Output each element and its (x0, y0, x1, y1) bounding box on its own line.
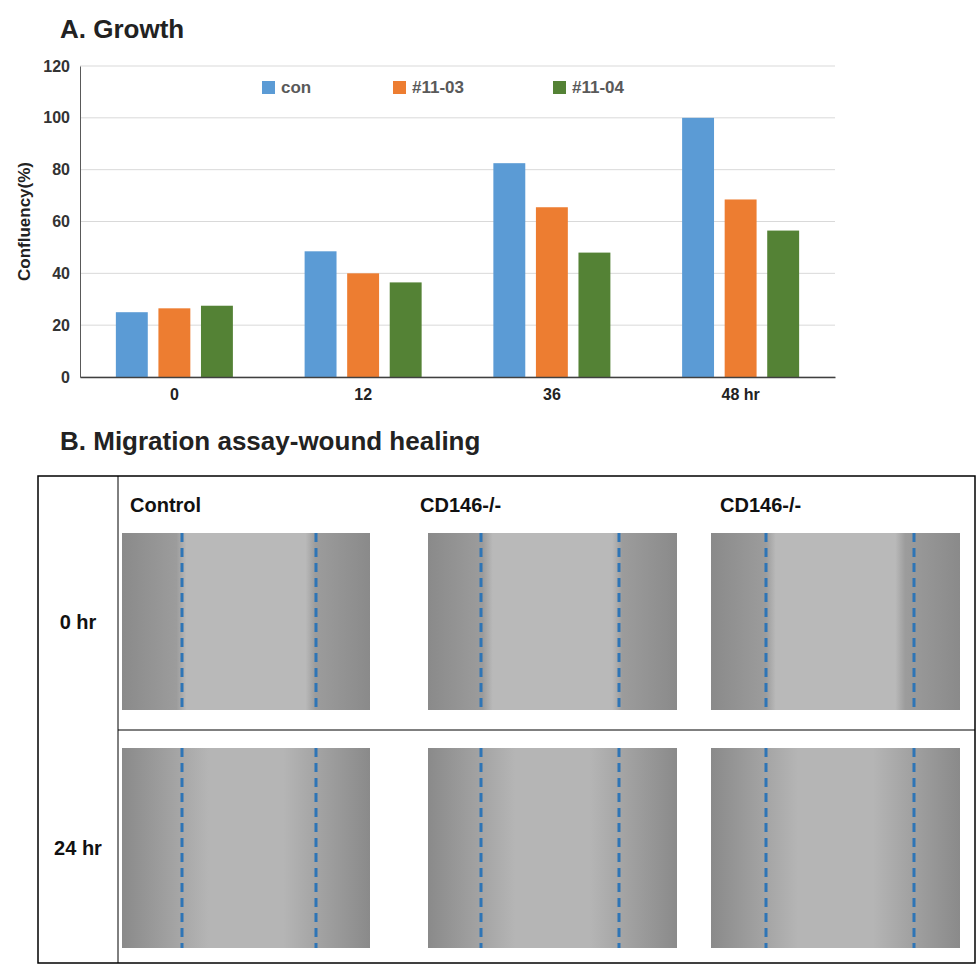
grid (80, 66, 835, 377)
x-tick-label: 0 (170, 386, 179, 403)
legend-swatch (262, 81, 275, 94)
x-axis-line (81, 377, 836, 379)
y-tick-label: 20 (52, 317, 70, 334)
bars (116, 118, 799, 377)
bar (158, 308, 190, 377)
wound-edge (181, 533, 184, 710)
wound-edge (618, 533, 621, 710)
x-tick: 0 (170, 377, 179, 403)
bar (305, 251, 337, 377)
wound-edge (480, 748, 483, 948)
x-tick: 48 hr (722, 377, 760, 403)
legend-label: con (281, 78, 311, 97)
grid-line (80, 273, 835, 274)
micrograph (122, 533, 370, 710)
divider (118, 730, 975, 731)
grid-line (80, 117, 835, 118)
wound-edge (913, 748, 916, 948)
y-tick: 100 (43, 109, 80, 126)
x-tick-label: 12 (354, 386, 372, 403)
figure: A. Growth 0 20 40 60 80 100 120 Confluency(%) 0 12… (0, 0, 977, 965)
x-tick: 36 (543, 377, 561, 403)
bar (536, 207, 568, 377)
y-tick-label: 80 (52, 161, 70, 178)
grid-line (80, 66, 835, 67)
y-tick: 80 (52, 161, 80, 178)
wound-edge (765, 748, 768, 948)
grid-line (80, 377, 835, 378)
bar (493, 163, 525, 377)
bar (682, 118, 714, 377)
legend-swatch (553, 81, 566, 94)
micrograph (711, 748, 960, 948)
wound-edge (765, 533, 768, 710)
bar (578, 253, 610, 377)
wound-edge (315, 533, 318, 710)
y-tick: 60 (52, 213, 80, 230)
micrograph (428, 533, 677, 710)
panel-title: B. Migration assay-wound healing (60, 426, 480, 456)
bar (767, 231, 799, 377)
wound-edge (913, 533, 916, 710)
y-tick-label: 0 (61, 369, 70, 386)
wound-edge (618, 748, 621, 948)
y-tick-label: 100 (43, 109, 70, 126)
bar (201, 306, 233, 377)
micrograph (428, 748, 677, 948)
y-tick-label: 60 (52, 213, 70, 230)
y-tick-label: 120 (43, 58, 70, 75)
bar (725, 199, 757, 377)
legend: con #11-03 #11-04 (262, 78, 625, 97)
x-axis: 0 12 36 48 hr (81, 377, 836, 403)
legend-swatch (393, 81, 406, 94)
legend-label: #11-04 (572, 78, 625, 97)
y-tick: 40 (52, 265, 80, 282)
column-label: CD146-/- (420, 494, 501, 516)
row-label: 24 hr (54, 837, 102, 859)
column-label: CD146-/- (720, 494, 801, 516)
wound-edge (315, 748, 318, 948)
grid-line (80, 325, 835, 326)
row-label: 0 hr (60, 611, 97, 633)
panel-b-frame (38, 476, 975, 963)
bar (390, 282, 422, 377)
frame (38, 476, 975, 963)
wound-edge (480, 533, 483, 710)
bar (347, 273, 379, 377)
legend-label: #11-03 (412, 78, 464, 97)
y-tick: 120 (43, 58, 80, 75)
y-axis-title: Confluency(%) (15, 162, 34, 281)
chart-title: A. Growth (60, 14, 184, 44)
y-tick-label: 40 (52, 265, 70, 282)
micrograph (122, 748, 370, 948)
grid-line (80, 169, 835, 170)
column-label: Control (130, 494, 201, 516)
x-tick: 12 (354, 377, 372, 403)
bar (116, 312, 148, 377)
grid-line (80, 221, 835, 222)
wound-edge (181, 748, 184, 948)
y-axis-line (80, 67, 81, 378)
y-tick: 0 (61, 369, 80, 386)
micrograph (711, 533, 960, 710)
y-tick: 20 (52, 317, 80, 334)
y-axis: 0 20 40 60 80 100 120 (43, 58, 80, 386)
divider (118, 476, 119, 963)
x-tick-label: 48 hr (722, 386, 760, 403)
x-tick-label: 36 (543, 386, 561, 403)
